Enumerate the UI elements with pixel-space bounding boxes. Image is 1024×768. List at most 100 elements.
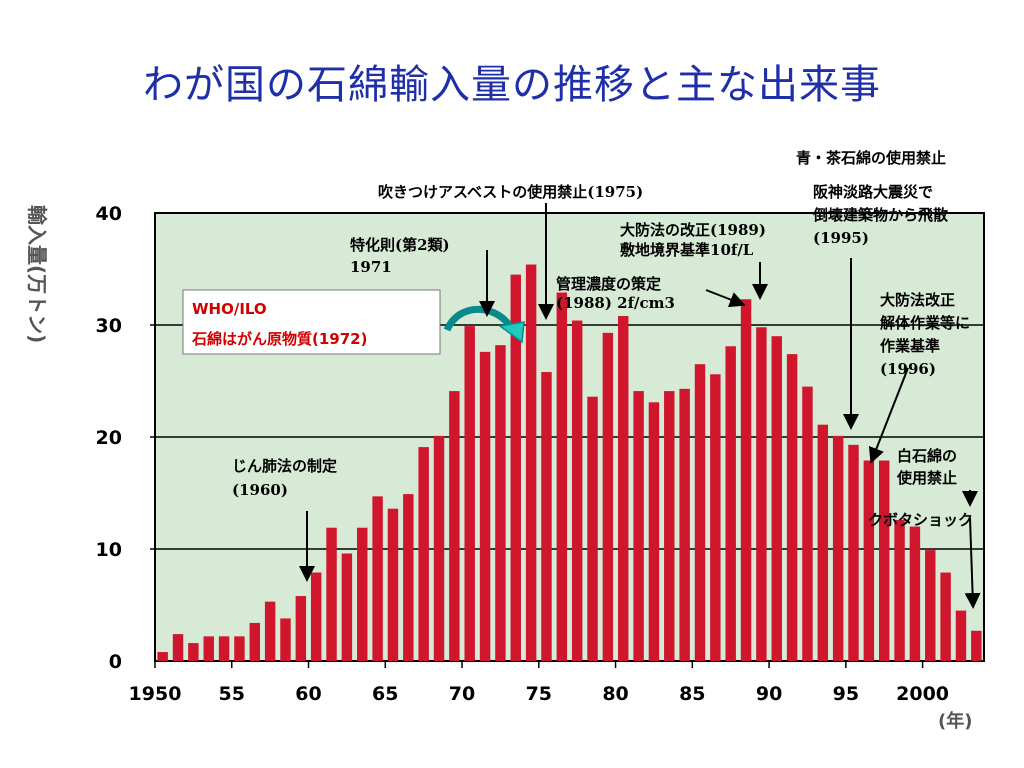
y-tick-label: 0 [109,651,122,673]
bar [756,327,767,661]
bar [372,496,383,661]
bar [710,374,721,661]
page-title: わが国の石綿輸入量の推移と主な出来事 [143,62,881,108]
annotation-spray-ban-1975: 吹きつけアスベストの使用禁止(1975) [378,183,643,201]
y-tick-label: 30 [96,315,122,337]
y-axis-ticks: 0 10 20 30 40 [96,203,155,673]
annotation-taibo-1989: 敷地境界基準10f/L [620,241,754,259]
bar [771,336,782,661]
annotation-hanshin-1995: 倒壊建築物から飛散 [812,206,949,224]
bar [694,364,706,661]
bar [418,447,429,661]
annotation-jinpai-1960: (1960) [232,481,288,499]
annotations: 特化則(第2類) 1971 吹きつけアスベストの使用禁止(1975) 大防法の改正(1… [232,149,973,529]
x-tick-label: 90 [756,683,782,705]
bar [357,527,368,661]
bar [832,435,844,661]
bar [786,354,798,661]
bar [571,320,583,661]
curved-arrow-head-icon [498,321,525,344]
annotation-taibo-1996: 解体作業等に [880,314,970,332]
bar [633,391,644,661]
x-tick-label: 80 [602,683,628,705]
bar [679,388,690,661]
bar [295,596,307,661]
bar [310,572,322,661]
bar [817,424,829,661]
bar [387,508,399,661]
bar-series [157,264,982,661]
x-tick-label: 70 [449,683,475,705]
bar [971,630,982,661]
bar [602,332,614,661]
bar [802,386,813,661]
x-tick-label: 2000 [896,683,949,705]
bar [940,572,951,661]
x-axis-label: (年) [938,710,972,732]
bar [587,396,598,661]
annotation-kanri-1988: 管理濃度の策定 [556,275,661,293]
annotation-who-ilo-line2: 石綿はがん原物質(1972) [191,330,367,348]
annotation-taibo-1989: 大防法の改正(1989) [620,221,766,239]
bar [280,618,291,661]
bar [863,460,875,661]
bar [618,316,629,661]
bar [525,264,537,661]
bar [172,634,184,661]
bar [403,494,414,661]
y-axis-label: 輸入量(万トン) [25,205,49,343]
x-tick-label: 75 [526,683,552,705]
bar [264,601,276,661]
annotation-arrow [705,289,746,308]
bar [157,652,168,661]
bar [664,391,675,661]
annotation-who-ilo-line1: WHO/ILO [192,300,267,318]
y-tick-label: 40 [96,203,122,225]
annotation-taibo-1996: 大防法改正 [880,291,955,309]
bar [541,372,552,661]
annotation-arrow [868,367,909,464]
x-tick-label: 65 [372,683,398,705]
bar [495,345,506,661]
bar [894,519,905,661]
x-axis-ticks: 1950 55 60 65 70 75 80 85 90 95 2000 [129,661,949,705]
annotation-white-ban: 白石綿の [897,447,957,465]
bar [556,292,568,661]
bar [925,550,936,661]
annotation-jinpai-1960: じん肺法の制定 [232,457,337,475]
bar [449,391,460,661]
bar [433,435,445,661]
annotation-hanshin-1995: (1995) [813,229,869,247]
bar [464,326,475,661]
bar [848,444,859,661]
bar [740,299,752,661]
bar [218,636,230,661]
y-tick-label: 20 [96,427,122,449]
x-tick-label: 85 [679,683,705,705]
y-tick-label: 10 [96,539,122,561]
bar [203,636,214,661]
x-tick-label: 60 [295,683,321,705]
annotation-kanri-1988: (1988) 2f/cm3 [556,294,675,312]
annotation-arrow [964,517,981,609]
bar [479,351,491,661]
bar [878,460,890,661]
annotation-hanshin-1995: 阪神淡路大震災で [813,183,933,201]
bar [341,553,353,661]
x-tick-label: 55 [219,683,245,705]
bar [648,402,660,661]
x-tick-label: 1950 [129,683,182,705]
bar [326,527,337,661]
bar [955,610,967,661]
bar [249,622,261,661]
bar [234,636,245,661]
annotation-arrows [299,203,981,609]
bar [188,643,199,661]
annotation-tokka-1971: 1971 [350,258,392,276]
bar [725,346,736,661]
annotation-blue-brown-ban: 青・茶石綿の使用禁止 [796,149,946,167]
annotation-white-ban: 使用禁止 [896,469,957,487]
annotation-kubota-shock: クボタショック [868,511,973,529]
who-ilo-box [182,289,441,355]
